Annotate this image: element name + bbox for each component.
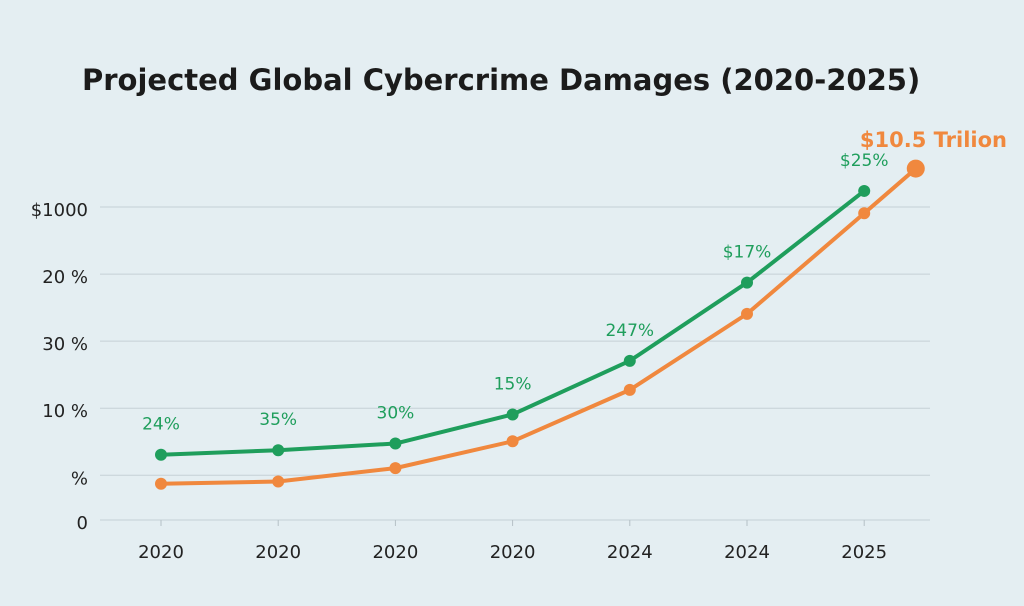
y-tick-label: 20 % — [42, 267, 88, 288]
data-point — [389, 462, 402, 475]
data-point — [858, 184, 871, 197]
x-tick-label: 2020 — [372, 542, 418, 563]
x-tick-label: 2020 — [138, 542, 184, 563]
data-point — [272, 444, 285, 457]
x-tick-label: 2024 — [607, 542, 653, 563]
data-point — [506, 408, 519, 421]
chart-title: Projected Global Cybercrime Damages (202… — [82, 63, 920, 97]
data-label: 24% — [142, 415, 180, 435]
data-label: $17% — [723, 243, 772, 263]
data-label: $25% — [840, 151, 889, 171]
y-tick-label: 0 — [77, 513, 88, 534]
data-point — [155, 448, 167, 461]
data-point — [741, 307, 753, 320]
data-point — [155, 477, 167, 490]
y-tick-label: 30 % — [42, 334, 88, 355]
data-point — [506, 435, 519, 448]
highlight-point — [906, 159, 925, 178]
x-tick-label: 2024 — [724, 542, 770, 563]
data-point — [272, 475, 285, 488]
data-point — [741, 276, 753, 289]
x-tick-label: 2025 — [841, 542, 887, 563]
data-point — [623, 354, 636, 367]
data-label: 30% — [377, 404, 415, 424]
data-label: 247% — [605, 321, 654, 341]
y-tick-label: % — [71, 468, 88, 489]
data-point — [623, 383, 636, 396]
data-label: 15% — [494, 374, 532, 394]
highlight-connector — [862, 166, 918, 216]
y-tick-label: 10 % — [42, 401, 88, 422]
y-tick-label: $1000 — [31, 200, 88, 221]
x-tick-label: 2020 — [490, 542, 536, 563]
x-tick-label: 2020 — [255, 542, 301, 563]
highlight-label: $10.5 Trilion — [860, 128, 1007, 152]
data-label: 35% — [259, 410, 297, 430]
data-point — [389, 437, 402, 450]
